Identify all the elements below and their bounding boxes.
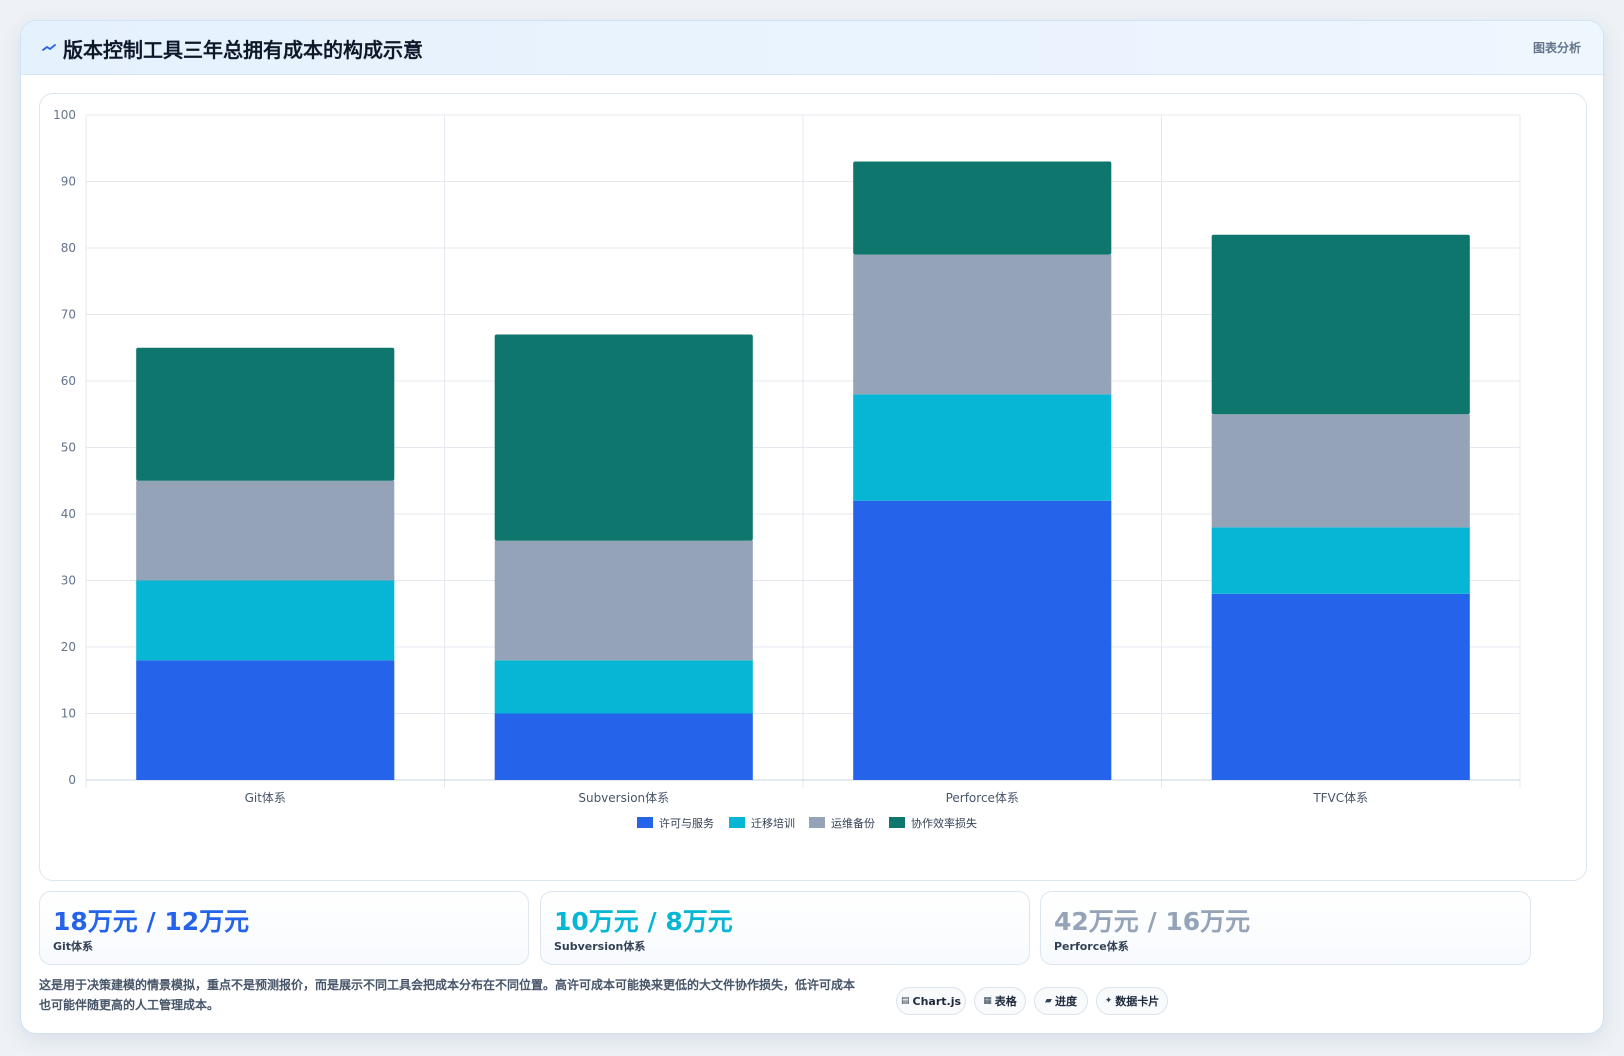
x-tick-label: Perforce体系 (946, 791, 1019, 805)
y-tick-label: 100 (53, 108, 76, 122)
bar-segment (136, 347, 395, 481)
y-tick-label: 80 (61, 241, 76, 255)
y-tick-label: 90 (61, 175, 76, 189)
x-tick-label: TFVC体系 (1312, 791, 1368, 805)
note-text: 这是用于决策建模的情景模拟，重点不是预测报价，而是展示不同工具会把成本分布在不同… (39, 978, 856, 1012)
pill-progress[interactable]: ▰ 进度 (1034, 987, 1088, 1015)
page-title: 版本控制工具三年总拥有成本的构成示意 (63, 38, 423, 62)
legend-swatch (729, 817, 745, 828)
bar-segment (494, 713, 753, 780)
chart-card: 版本控制工具三年总拥有成本的构成示意 图表分析 0 10 20 30 40 50 60 70 8… (20, 20, 1604, 1034)
legend-label: 运维备份 (831, 816, 875, 830)
y-tick-label: 30 (61, 574, 76, 588)
y-tick-label: 10 (61, 707, 76, 721)
wave-icon (42, 44, 56, 51)
bar-segment (1211, 527, 1470, 594)
chart-panel: 0 10 20 30 40 50 60 70 80 90 100 Git体系 Subversion体系 P… (39, 93, 1587, 881)
bar-segment (853, 394, 1112, 501)
stat-card-subversion: 10万元 / 8万元 Subversion体系 (540, 891, 1030, 965)
bar-segment (853, 500, 1112, 780)
chart-icon: ▤ (900, 996, 910, 1006)
stat-value: 10万元 / 8万元 (554, 907, 733, 936)
pill-chartjs[interactable]: ▤ Chart.js (896, 987, 966, 1015)
legend-swatch (809, 817, 825, 828)
legend-label: 协作效率损失 (911, 816, 977, 830)
bar-segment (494, 540, 753, 661)
bar-segment (853, 161, 1112, 255)
y-tick-label: 50 (61, 441, 76, 455)
stat-card-git: 18万元 / 12万元 Git体系 (39, 891, 529, 965)
header-tag: 图表分析 (1532, 41, 1581, 55)
y-tick-label: 70 (61, 308, 76, 322)
stacked-bar-chart: 0 10 20 30 40 50 60 70 80 90 100 Git体系 Subversion体系 P… (53, 108, 1521, 830)
bar-segment (1211, 234, 1470, 415)
pill-data-card[interactable]: ✦ 数据卡片 (1096, 987, 1168, 1015)
stat-value: 42万元 / 16万元 (1054, 907, 1251, 936)
stat-value: 18万元 / 12万元 (53, 907, 250, 936)
pill-label: Chart.js (912, 994, 962, 1008)
card-header: 版本控制工具三年总拥有成本的构成示意 图表分析 (21, 21, 1603, 75)
table-icon: ▦ (983, 996, 992, 1006)
y-tick-label: 60 (61, 374, 76, 388)
y-tick-label: 20 (61, 640, 76, 654)
bar-segment (1211, 414, 1470, 528)
legend-swatch (889, 817, 905, 828)
stat-label: Git体系 (53, 940, 94, 953)
x-tick-label: Git体系 (245, 791, 286, 805)
pill-label: 进度 (1054, 995, 1077, 1008)
y-tick-label: 0 (68, 773, 76, 787)
pill-label: 数据卡片 (1115, 995, 1160, 1008)
x-tick-label: Subversion体系 (578, 791, 669, 805)
legend-label: 许可与服务 (659, 817, 714, 830)
bar-segment (1211, 593, 1470, 780)
stat-label: Subversion体系 (554, 940, 646, 953)
bar-segment (853, 254, 1112, 395)
progress-icon: ▰ (1045, 996, 1052, 1006)
bar-segment (136, 480, 395, 581)
pill-table[interactable]: ▦ 表格 (974, 987, 1026, 1015)
bar-segment (136, 580, 395, 661)
bar-segment (494, 334, 753, 541)
stat-label: Perforce体系 (1054, 940, 1129, 953)
legend-label: 迁移培训 (751, 816, 795, 830)
legend-swatch (637, 817, 653, 828)
pill-label: 表格 (994, 995, 1017, 1008)
bar-segment (136, 660, 395, 780)
y-tick-label: 40 (61, 507, 76, 521)
sparkle-icon: ✦ (1104, 996, 1113, 1006)
bar-segment (494, 660, 753, 714)
stat-card-perforce: 42万元 / 16万元 Perforce体系 (1040, 891, 1531, 965)
